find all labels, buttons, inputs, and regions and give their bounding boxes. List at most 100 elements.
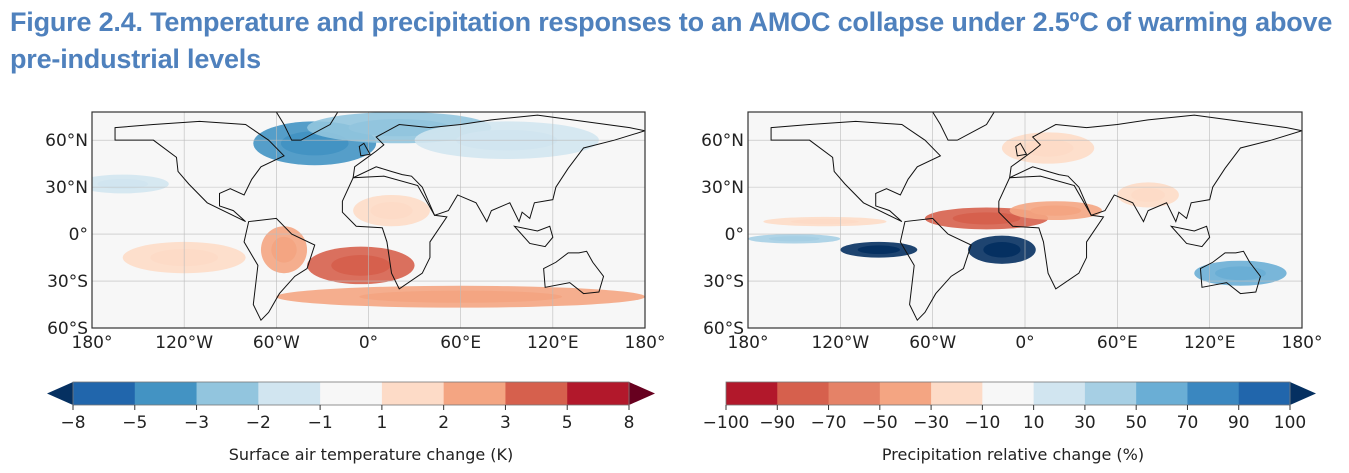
colorbar-tick-label: −3: [184, 413, 209, 433]
colorbar-swatch: [134, 382, 198, 405]
lat-tick-label: 60°S: [47, 319, 88, 339]
coastline: [352, 114, 645, 223]
lat-tick-label: 60°N: [45, 131, 88, 151]
anomaly-core: [97, 178, 149, 190]
lon-tick-label: 60°E: [440, 333, 481, 353]
colorbar-tick-label: −8: [60, 413, 85, 433]
colorbar-tick-label: 1: [376, 413, 387, 433]
colorbar-extend-min: [47, 382, 73, 405]
anomaly-core: [271, 236, 297, 263]
lon-tick-label: 180°: [625, 333, 666, 353]
colorbar-tick-label: −1: [308, 413, 333, 433]
colorbar-tick-label: −70: [811, 413, 847, 433]
colorbar-swatch: [1136, 382, 1188, 405]
colorbar-tick-label: 50: [1125, 413, 1147, 433]
colorbar-tick-label: −90: [759, 413, 795, 433]
colorbar-tick-label: 90: [1228, 413, 1250, 433]
colorbar-frame: [725, 381, 1291, 406]
anomaly-core: [857, 245, 900, 255]
map-frame: [747, 111, 1303, 329]
colorbar-tick-label: 3: [500, 413, 511, 433]
lon-tick-label: 0°: [359, 333, 378, 353]
lat-tick-label: 30°N: [45, 178, 88, 198]
lon-tick-label: 0°: [1015, 333, 1034, 353]
lat-tick-label: 30°S: [703, 272, 744, 292]
map-field: [748, 112, 1302, 328]
coastline: [341, 175, 448, 290]
coastline: [770, 120, 942, 223]
colorbar-swatch: [258, 382, 321, 405]
colorbar-tick-label: −30: [913, 413, 949, 433]
lat-tick-label: 0°: [69, 225, 88, 245]
colorbar-extend-max: [629, 382, 655, 405]
anomaly-core: [1215, 266, 1266, 281]
colorbar-swatch: [320, 382, 383, 405]
anomaly-core: [370, 202, 413, 220]
coastline: [899, 217, 972, 322]
colorbar-swatch: [505, 382, 568, 405]
lon-tick-label: 120°W: [155, 333, 213, 353]
coastline: [998, 175, 1105, 290]
map-field: [92, 112, 645, 328]
colorbar-tick-label: −5: [122, 413, 147, 433]
lon-tick-label: 60°W: [253, 333, 300, 353]
lat-tick-label: 0°: [725, 225, 744, 245]
colorbar-swatch: [1033, 382, 1086, 405]
lat-tick-label: 30°N: [701, 178, 744, 198]
coastline: [1008, 114, 1302, 223]
lat-tick-label: 60°S: [703, 319, 744, 339]
coastline: [1199, 250, 1262, 295]
colorbar-tick-label: 5: [562, 413, 573, 433]
colorbar-swatch: [1187, 382, 1240, 405]
colorbar-tick-label: −2: [246, 413, 271, 433]
colorbar-swatch: [931, 382, 983, 405]
colorbar-tick-label: −100: [703, 413, 750, 433]
anomaly-core: [768, 236, 820, 242]
colorbar-tick-label: 70: [1177, 413, 1199, 433]
lon-tick-label: 120°W: [811, 333, 869, 353]
anomaly-core: [1131, 188, 1166, 202]
lat-tick-label: 30°S: [47, 272, 88, 292]
colorbar-label: Surface air temperature change (K): [229, 445, 514, 464]
colorbar-swatch: [73, 382, 136, 405]
figure-title: Figure 2.4. Temperature and precipitatio…: [10, 7, 1333, 74]
colorbar-tick-label: 2: [438, 413, 449, 433]
coastline: [275, 112, 339, 141]
colorbar-tick-label: 30: [1074, 413, 1096, 433]
anomaly-core: [952, 212, 1021, 225]
colorbar-swatch: [982, 382, 1035, 405]
colorbar-tick-label: 8: [624, 413, 635, 433]
colorbar-swatch: [828, 382, 881, 405]
colorbar-swatch: [879, 382, 932, 405]
coastline: [543, 250, 605, 295]
lon-tick-label: 60°E: [1097, 333, 1138, 353]
colorbar-tick-label: −50: [862, 413, 898, 433]
coastline: [243, 217, 316, 322]
lat-tick-label: 60°N: [701, 131, 744, 151]
lon-tick-label: 120°E: [1184, 333, 1236, 353]
colorbar-swatch: [1084, 382, 1137, 405]
colorbar-swatch: [443, 382, 506, 405]
colorbar-swatch: [726, 382, 778, 405]
colorbar-swatch: [567, 382, 630, 405]
colorbar-swatch: [777, 382, 830, 405]
colorbar-frame: [72, 381, 630, 406]
anomaly-core: [1030, 205, 1082, 216]
lon-tick-label: 180°: [1282, 333, 1323, 353]
coastline: [114, 120, 285, 223]
colorbar-tick-label: 100: [1274, 413, 1306, 433]
lon-tick-label: 180°: [728, 333, 769, 353]
colorbar-swatch: [1238, 382, 1291, 405]
anomaly-core: [791, 218, 859, 225]
coastline: [932, 112, 995, 141]
coastline: [513, 225, 554, 248]
colorbar-tick-label: 10: [1023, 413, 1045, 433]
colorbar-1: −8 −5 −3 −2 −1 1 2 3 5 8 Surface air temperature c…: [47, 381, 655, 464]
colorbar-swatch: [381, 382, 445, 405]
colorbar-tick-label: −10: [964, 413, 1000, 433]
colorbar-swatch: [196, 382, 259, 405]
colorbar-2: −100 −90 −70 −50 −30 −10 10 30 50 70 90 100 Precipit…: [703, 381, 1316, 464]
